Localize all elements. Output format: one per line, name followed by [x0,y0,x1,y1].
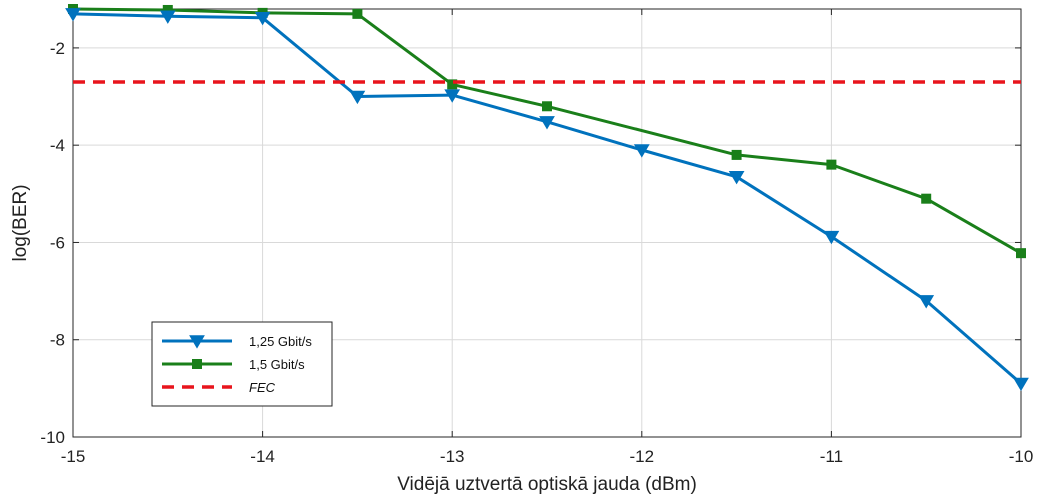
data-point [1017,249,1026,258]
y-tick-label: -2 [50,39,65,58]
data-point [732,150,741,159]
y-tick-label: -4 [50,136,65,155]
x-axis-title: Vidējā uztvertā optiskā jauda (dBm) [397,474,697,495]
data-point [922,194,931,203]
legend-label: 1,5 Gbit/s [249,357,305,372]
data-point [1014,378,1028,390]
legend: 1,25 Gbit/s 1,5 Gbit/s FEC [152,322,332,406]
x-tick-label: -12 [630,447,655,466]
y-tick-label: -6 [50,233,65,252]
legend-label: 1,25 Gbit/s [249,334,312,349]
legend-marker [193,360,202,369]
data-point [353,9,362,18]
x-tick-label: -13 [440,447,465,466]
y-tick-label: -10 [40,428,65,447]
series-line [73,9,1021,253]
x-tick-label: -15 [61,447,86,466]
series-1 [69,5,1026,258]
x-tick-label: -10 [1009,447,1034,466]
y-tick-label: -8 [50,331,65,350]
legend-label: FEC [249,380,276,395]
data-point [827,160,836,169]
x-tick-label: -11 [820,447,843,466]
data-point [543,102,552,111]
x-tick-label: -14 [250,447,275,466]
y-axis-title: log(BER) [10,184,31,261]
